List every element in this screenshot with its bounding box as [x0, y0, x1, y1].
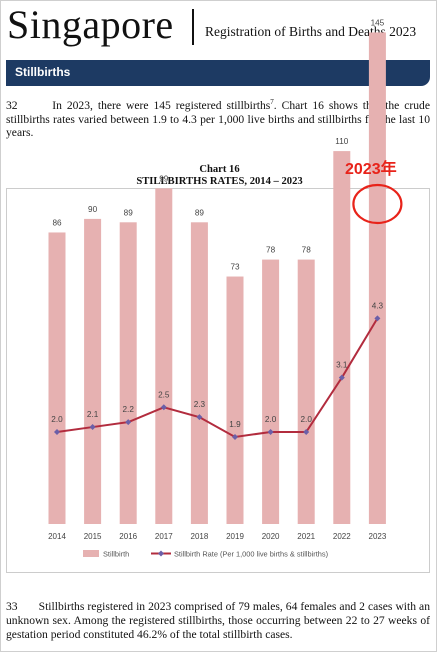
category-label: 2023: [369, 532, 387, 541]
paragraph-32: 32 In 2023, there were 145 registered st…: [6, 96, 430, 140]
bar-value-label: 86: [52, 218, 62, 227]
bar-value-label: 78: [266, 246, 276, 255]
rate-value-label: 4.3: [372, 301, 384, 310]
rate-value-label: 2.0: [51, 415, 63, 424]
rate-point: [160, 404, 167, 411]
paragraph-text: In 2023, there were 145 registered still…: [52, 98, 271, 112]
bar-value-label: 89: [195, 208, 205, 217]
rate-point: [303, 429, 310, 435]
legend-swatch-bar: [83, 550, 99, 557]
bar-2018: [190, 222, 208, 525]
rate-point: [338, 374, 345, 381]
legend-label-stillbirth: Stillbirth: [103, 550, 129, 559]
rate-point: [232, 433, 238, 440]
report-title: Singapore: [7, 2, 174, 47]
rate-value-label: 2.5: [158, 390, 170, 399]
rate-point: [374, 315, 381, 322]
rate-point: [54, 429, 60, 435]
bar-2023: [368, 32, 386, 524]
footnote-mark[interactable]: 7: [270, 98, 274, 106]
legend-label-rate: Stillbirth Rate (Per 1,000 live births &…: [174, 550, 328, 559]
rate-value-label: 3.1: [336, 361, 348, 370]
category-label: 2022: [333, 532, 351, 541]
category-label: 2019: [226, 532, 244, 541]
rate-value-label: 2.1: [87, 410, 99, 419]
bar-value-label: 73: [230, 263, 240, 272]
chart-title: STILLBIRTHS RATES, 2014 – 2023: [136, 176, 303, 187]
legend-swatch-marker: [158, 550, 164, 557]
bar-value-label: 78: [302, 246, 312, 255]
category-label: 2014: [48, 532, 66, 541]
annotation-circle: [352, 183, 403, 225]
bar-2020: [262, 259, 280, 524]
rate-point: [196, 414, 203, 421]
bar-2021: [297, 259, 315, 524]
rate-value-label: 1.9: [229, 420, 241, 429]
bar-value-label: 145: [371, 18, 385, 27]
bar-2014: [48, 232, 66, 524]
paragraph-text: Stillbirths registered in 2023 comprised…: [6, 600, 430, 641]
rate-point: [125, 419, 132, 426]
rate-point: [89, 424, 96, 431]
section-title: Stillbirths: [15, 65, 71, 79]
rate-line: [56, 317, 379, 438]
category-label: 2021: [297, 532, 315, 541]
rate-value-label: 2.2: [123, 405, 135, 414]
section-banner: Stillbirths: [6, 60, 430, 86]
bar-value-label: 89: [124, 208, 134, 217]
paragraph-number: 32: [6, 98, 18, 112]
bar-2022: [333, 151, 351, 524]
annotation-year-label: 2023年: [345, 161, 397, 178]
category-label: 2018: [191, 532, 209, 541]
bar-value-label: 90: [88, 205, 98, 214]
paragraph-text-cont: . Chart 16 shows that the crude stillbir…: [6, 98, 430, 140]
rate-value-label: 2.0: [301, 415, 313, 424]
chart-frame: [6, 188, 430, 573]
bar-2019: [226, 276, 244, 524]
paragraph-number: 33: [6, 600, 18, 613]
bar-value-label: 99: [159, 174, 169, 183]
bar-2017: [155, 188, 173, 524]
rate-value-label: 2.0: [265, 415, 277, 424]
category-label: 2015: [84, 532, 102, 541]
bar-value-label: 110: [335, 137, 348, 146]
category-label: 2016: [119, 532, 137, 541]
bar-2016: [119, 222, 137, 525]
paragraph-33: 33 Stillbirths registered in 2023 compri…: [6, 600, 430, 641]
report-subtitle: Registration of Births and Deaths 2023: [205, 24, 417, 39]
rate-point: [267, 429, 274, 435]
rate-value-label: 2.3: [194, 400, 206, 409]
chart-label: Chart 16: [199, 164, 240, 175]
bar-2015: [84, 218, 102, 524]
category-label: 2020: [262, 532, 280, 541]
category-label: 2017: [155, 532, 173, 541]
header-divider: [192, 9, 194, 45]
